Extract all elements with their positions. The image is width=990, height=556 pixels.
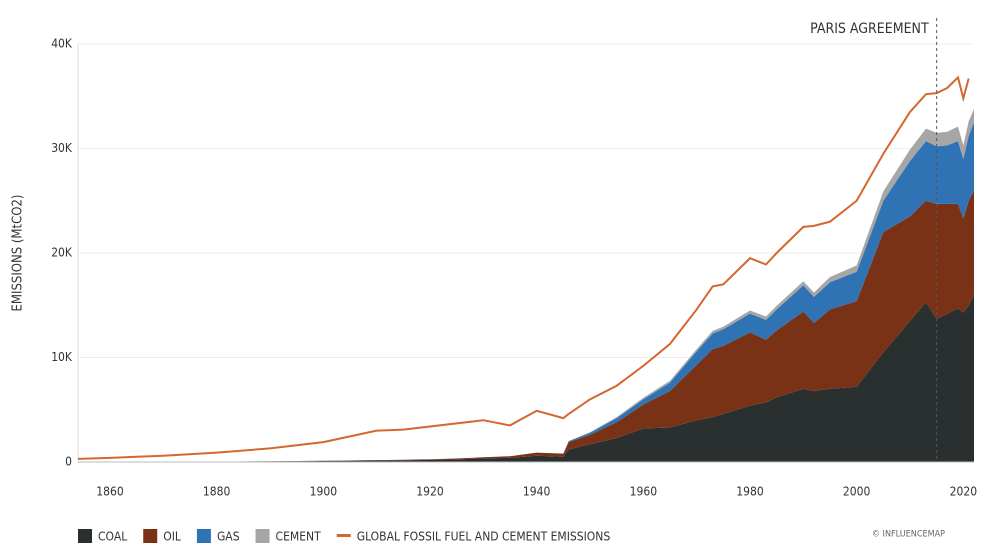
y-tick-label: 20K [51,246,73,260]
y-tick-label: 10K [51,350,73,364]
x-tick-label: 1980 [736,485,764,499]
y-tick-label: 0 [65,455,72,469]
x-tick-label: 1920 [416,485,444,499]
legend-swatch [336,534,351,537]
area [78,294,974,462]
legend-label: OIL [163,530,181,544]
line [77,75,970,460]
x-tick-label: 1960 [630,485,658,499]
area [78,190,974,463]
legend-label: GLOBAL FOSSIL FUEL AND CEMENT EMISSIONS [357,530,611,544]
legend-label: GAS [217,530,240,544]
y-tick-label: 30K [51,141,73,155]
legend-swatch [196,529,211,543]
legend-swatch [78,529,92,543]
x-tick-label: 1940 [523,485,551,499]
x-tick-label: 1860 [96,485,124,499]
x-tick-label: 1900 [310,485,338,499]
x-tick-label: 2020 [950,485,978,499]
x-tick-label: 2000 [843,485,871,499]
annotation-text: PARIS AGREEMENT [810,21,929,37]
y-tick-label: 40K [51,37,73,51]
legend-label: COAL [98,530,127,544]
legend-swatch [255,529,270,543]
source: © INFLUENCEMAP [872,530,945,540]
x-tick-label: 1880 [203,485,231,499]
legend-swatch [143,529,158,543]
legend-label: CEMENT [276,530,322,544]
y-axis-label: EMISSIONS (MtCO2) [11,195,26,312]
